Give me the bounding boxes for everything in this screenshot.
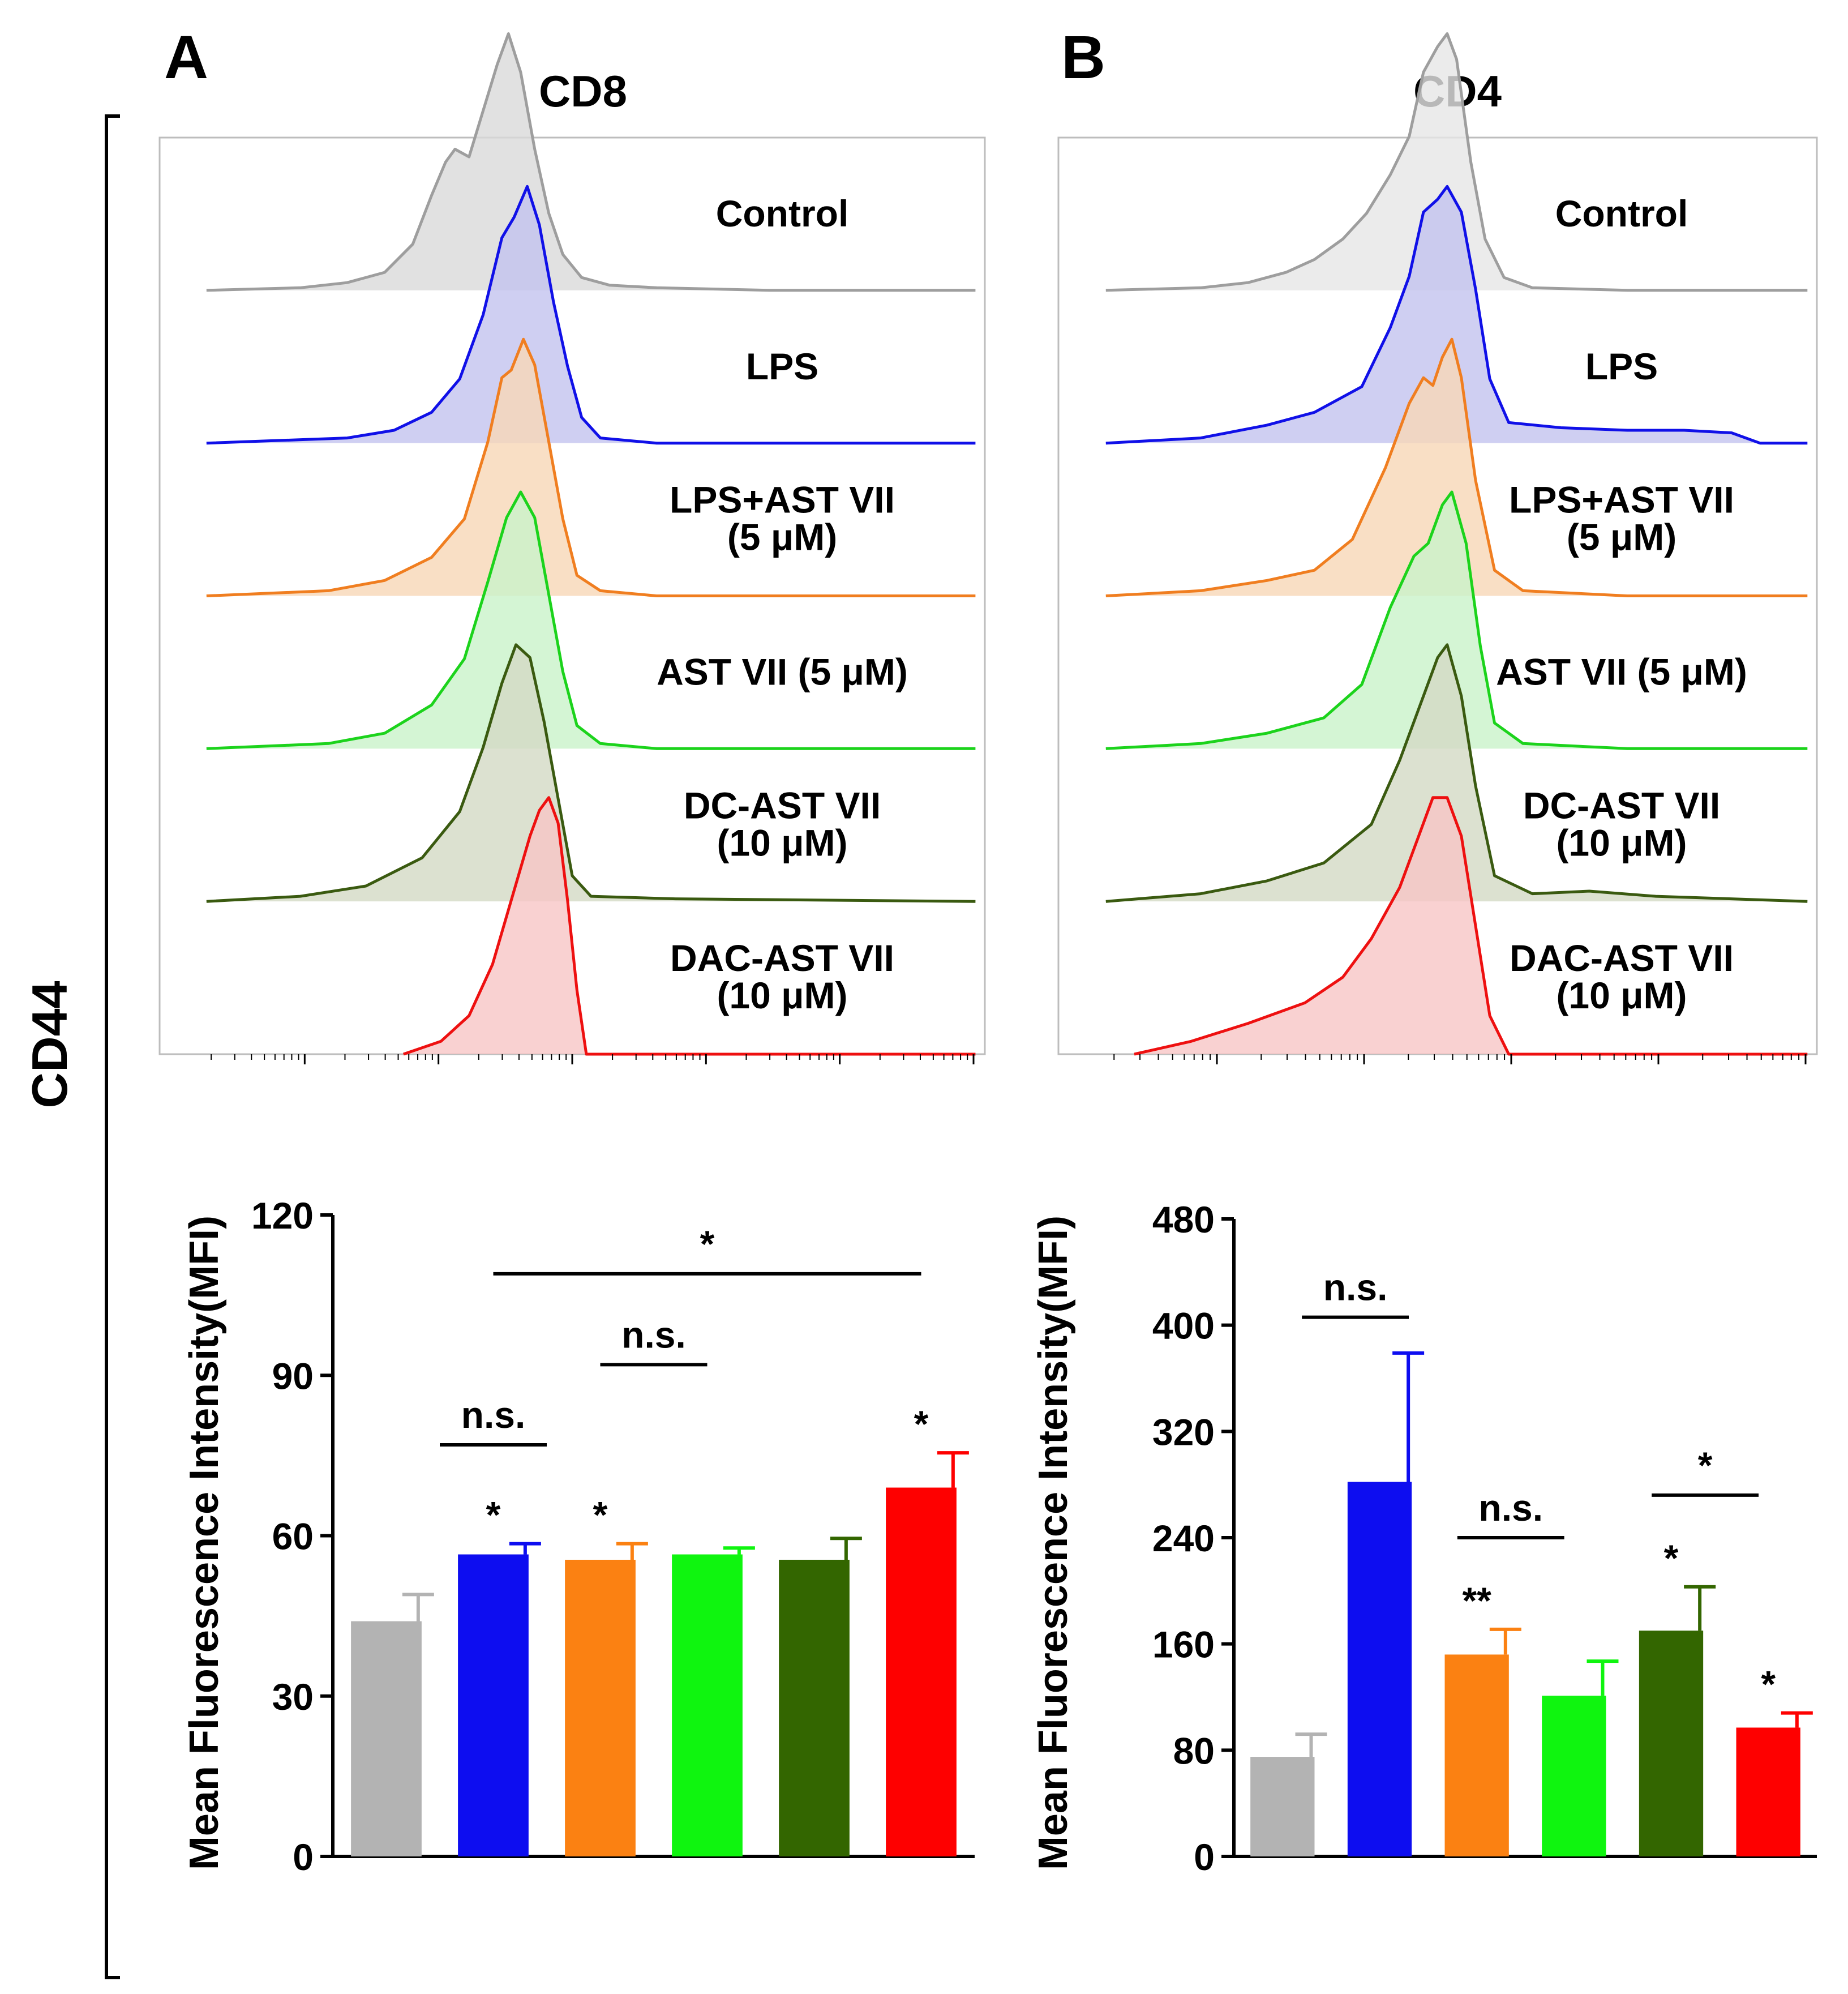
histogram-line-control: [1105, 32, 1808, 292]
y-tick-label: 480: [1152, 1199, 1215, 1240]
y-tick-label: 240: [1152, 1517, 1215, 1559]
histogram-label-dac-ast-vii-10-m: DAC-AST VII: [670, 937, 894, 979]
histogram-panel-cd4: Control LPS LPS+AST VII(5 μM) AST VII (5 μM…: [1057, 32, 1818, 1064]
y-tick-label: 0: [1194, 1836, 1215, 1878]
histogram-line-lps: [206, 185, 976, 445]
histogram-line-dc-ast-vii-10-m: [1105, 643, 1808, 903]
histogram-line-dac-ast-vii-10-m: [402, 796, 976, 1056]
histogram-label-dac-ast-vii-10-m: (10 μM): [1556, 974, 1687, 1016]
panel-letter-b: B: [1061, 23, 1105, 91]
y-tick-label: 90: [272, 1355, 314, 1397]
y-tick-label: 400: [1152, 1305, 1215, 1347]
histogram-fill-dac-ast-vii-10-m: [1134, 797, 1808, 1054]
bar-dac-ast-vii-10-m: [1736, 1727, 1800, 1856]
significance-mark: **: [1462, 1580, 1491, 1621]
histogram-label-control: Control: [1555, 192, 1688, 234]
histogram-line-lps-ast-vii-5-m: [206, 337, 976, 597]
bar-dac-ast-vii-10-m: [886, 1487, 957, 1856]
histogram-label-dc-ast-vii-10-m: DC-AST VII: [1523, 784, 1720, 826]
histogram-fill-ast-vii-5-m: [206, 492, 976, 749]
bar-dc-ast-vii-10-m: [779, 1559, 850, 1856]
y-group-bracket: [105, 114, 120, 1979]
histogram-label-dac-ast-vii-10-m: (10 μM): [717, 974, 847, 1016]
histogram-label-lps-ast-vii-5-m: (5 μM): [1567, 516, 1677, 558]
histogram-panel-cd8: Control LPS LPS+AST VII(5 μM) AST VII (5 μM…: [158, 32, 986, 1064]
significance-mark: *: [1664, 1537, 1679, 1579]
y-tick-label: 160: [1152, 1624, 1215, 1666]
significance-mark: *: [593, 1494, 608, 1536]
significance-mark: *: [1761, 1663, 1776, 1705]
histogram-label-ast-vii-5-m: AST VII (5 μM): [657, 651, 908, 692]
histogram-line-ast-vii-5-m: [206, 490, 976, 750]
histogram-label-lps-ast-vii-5-m: LPS+AST VII: [1509, 479, 1734, 521]
panel-letter-a: A: [164, 23, 208, 91]
histogram-label-lps-ast-vii-5-m: (5 μM): [727, 516, 837, 558]
histogram-label-lps-ast-vii-5-m: LPS+AST VII: [670, 479, 895, 521]
bar-lps: [1347, 1482, 1412, 1856]
comparison-label: *: [700, 1223, 715, 1265]
histogram-fill-control: [1105, 33, 1808, 290]
histogram-line-ast-vii-5-m: [1105, 490, 1808, 750]
comparison-label: *: [1698, 1444, 1713, 1486]
comparison-label: n.s.: [621, 1313, 686, 1355]
y-tick-label: 0: [293, 1836, 314, 1878]
comparison-label: n.s.: [1323, 1266, 1388, 1308]
histogram-fill-dac-ast-vii-10-m: [403, 797, 976, 1054]
histogram-fill-lps: [1105, 186, 1808, 443]
bar-ast-vii-5-m: [1542, 1696, 1606, 1856]
histogram-line-lps: [1105, 185, 1808, 445]
histogram-fill-dc-ast-vii-10-m: [1105, 644, 1808, 902]
bar-b-y-axis-label: Mean Fluorescence Intensity(MFI): [1031, 1216, 1076, 1870]
histogram-label-lps: LPS: [746, 345, 818, 387]
histogram-label-dc-ast-vii-10-m: DC-AST VII: [684, 784, 881, 826]
y-tick-label: 60: [272, 1516, 314, 1557]
histogram-line-lps-ast-vii-5-m: [1105, 337, 1808, 597]
y-tick-label: 120: [251, 1195, 314, 1236]
y-tick-label: 80: [1173, 1730, 1215, 1772]
bar-lps-ast-vii-5-m: [565, 1559, 636, 1856]
histogram-title-cd8: CD8: [539, 66, 627, 116]
y-tick-label: 30: [272, 1676, 314, 1718]
significance-mark: *: [914, 1403, 929, 1445]
y-tick-label: 320: [1152, 1411, 1215, 1453]
comparison-label: n.s.: [1478, 1487, 1543, 1529]
bar-lps-ast-vii-5-m: [1444, 1654, 1509, 1856]
bar-control: [351, 1621, 422, 1856]
histogram-fill-lps-ast-vii-5-m: [206, 339, 976, 596]
histogram-line-control: [206, 32, 976, 292]
y-group-label: CD44: [22, 981, 78, 1108]
comparison-label: n.s.: [461, 1394, 526, 1436]
bar-lps: [458, 1554, 529, 1856]
histogram-label-dac-ast-vii-10-m: DAC-AST VII: [1510, 937, 1734, 979]
bar-dc-ast-vii-10-m: [1639, 1631, 1704, 1856]
significance-mark: *: [486, 1494, 501, 1536]
histogram-line-dac-ast-vii-10-m: [1134, 796, 1808, 1056]
histogram-fill-lps: [206, 186, 976, 443]
histogram-label-control: Control: [716, 192, 849, 234]
bar-chart-cd8: 0 30 60 90 120 * * * n.s. n.s. *: [251, 1195, 975, 1878]
bar-control: [1250, 1757, 1315, 1856]
histogram-label-lps: LPS: [1585, 345, 1658, 387]
histogram-label-dc-ast-vii-10-m: (10 μM): [1556, 821, 1687, 863]
bar-a-y-axis-label: Mean Fluorescence Intensity(MFI): [182, 1216, 227, 1870]
histogram-line-dc-ast-vii-10-m: [206, 643, 976, 903]
histogram-fill-lps-ast-vii-5-m: [1105, 339, 1808, 596]
histogram-label-dc-ast-vii-10-m: (10 μM): [717, 821, 847, 863]
histogram-fill-ast-vii-5-m: [1105, 492, 1808, 749]
bar-ast-vii-5-m: [672, 1554, 743, 1856]
histogram-label-ast-vii-5-m: AST VII (5 μM): [1496, 651, 1747, 692]
